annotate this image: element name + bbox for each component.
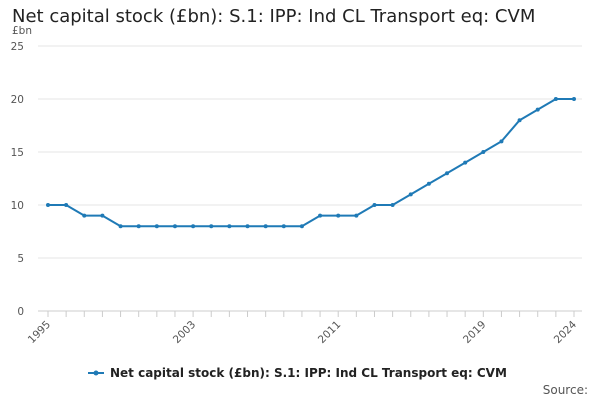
data-point xyxy=(463,160,468,165)
x-tick-label: 1995 xyxy=(26,319,53,346)
data-point xyxy=(227,224,232,229)
data-point xyxy=(408,192,413,197)
data-point xyxy=(64,203,69,207)
data-point xyxy=(172,224,177,229)
x-tick-label: 2003 xyxy=(171,319,198,346)
data-point xyxy=(209,224,214,229)
data-point xyxy=(336,213,341,218)
data-point xyxy=(154,224,159,229)
series-line xyxy=(48,98,574,228)
source-label: Source: xyxy=(543,383,588,397)
legend-swatch-marker xyxy=(93,370,99,376)
data-point xyxy=(191,224,196,229)
data-point xyxy=(426,181,431,186)
chart-title: Net capital stock (£bn): S.1: IPP: Ind C… xyxy=(12,6,536,27)
x-tick-label: 2019 xyxy=(461,319,488,346)
data-point xyxy=(354,213,359,218)
data-point xyxy=(118,224,123,229)
data-point xyxy=(263,224,268,229)
data-point xyxy=(445,171,450,176)
data-point xyxy=(372,203,377,207)
x-tick-label: 2011 xyxy=(316,319,343,346)
data-point xyxy=(553,97,558,101)
data-point xyxy=(281,224,286,229)
data-point xyxy=(318,213,323,218)
data-point xyxy=(535,107,540,112)
data-point xyxy=(136,224,141,229)
y-tick-label: 25 xyxy=(11,41,24,53)
y-tick-label: 15 xyxy=(11,147,24,159)
x-tick-label: 2024 xyxy=(552,318,580,346)
data-point xyxy=(46,203,50,207)
y-tick-label: 10 xyxy=(11,200,24,212)
data-point xyxy=(299,224,304,229)
y-tick-label: 20 xyxy=(11,94,24,106)
y-tick-label: 5 xyxy=(17,253,24,265)
data-point xyxy=(82,213,87,218)
data-point xyxy=(572,97,576,101)
data-point xyxy=(390,203,395,207)
data-point xyxy=(517,118,522,123)
legend-label: Net capital stock (£bn): S.1: IPP: Ind C… xyxy=(110,366,507,380)
y-tick-label: 0 xyxy=(17,306,24,318)
data-point xyxy=(499,139,504,144)
data-point xyxy=(245,224,250,229)
y-axis-label: £bn xyxy=(12,25,32,37)
data-point xyxy=(481,150,486,154)
data-point xyxy=(100,213,105,218)
